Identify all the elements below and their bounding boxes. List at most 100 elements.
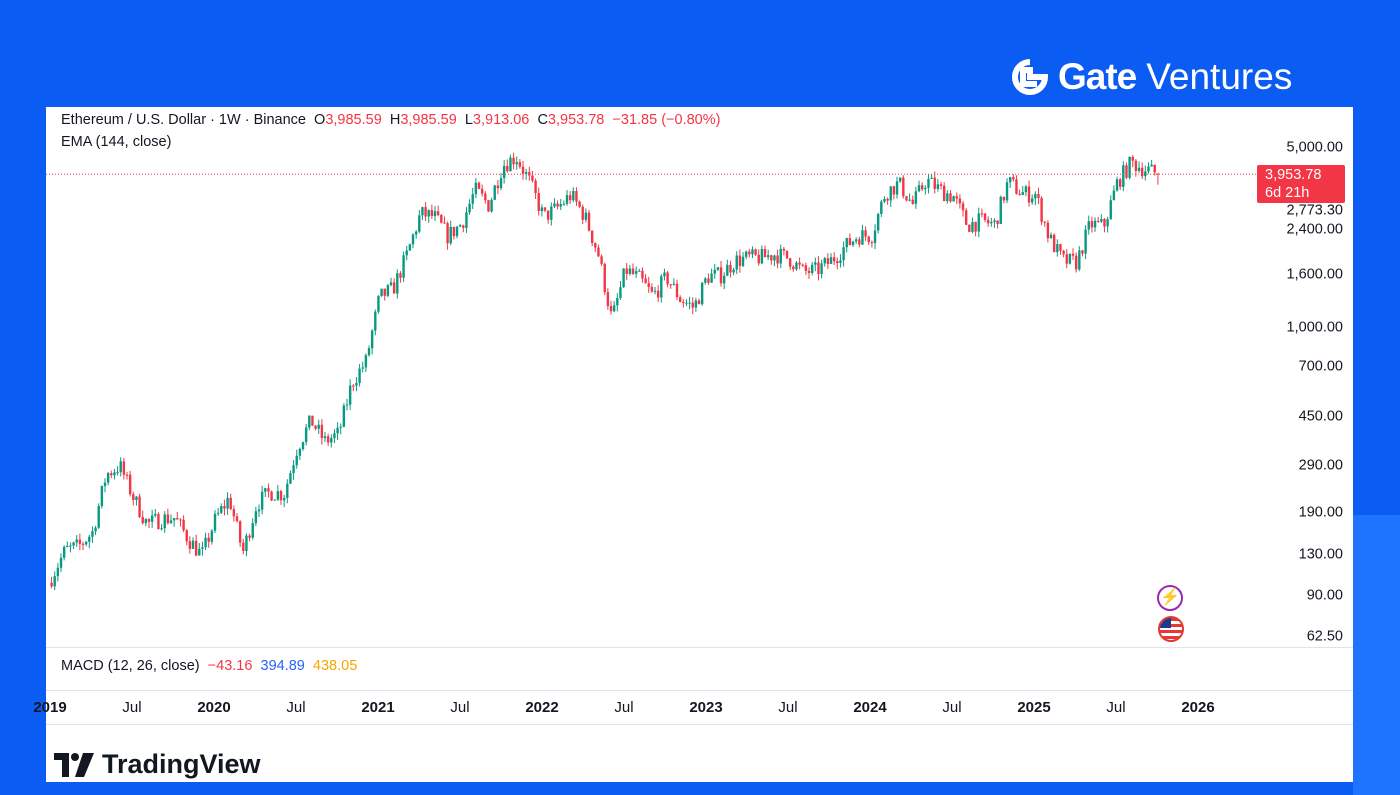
candle-body: [807, 270, 811, 274]
price-tick-label: 450.00: [1298, 408, 1343, 425]
candle-body: [204, 537, 207, 548]
candle-body: [1112, 190, 1116, 201]
candle-body: [484, 193, 487, 201]
lightning-icon[interactable]: ⚡: [1157, 585, 1183, 611]
price-chart[interactable]: [46, 107, 1353, 747]
candle-body: [682, 301, 685, 304]
candle-body: [345, 404, 349, 406]
price-tick-label: 90.00: [1306, 587, 1343, 604]
candle-body: [854, 239, 858, 242]
candle-body: [700, 282, 704, 305]
candle-body: [559, 204, 562, 207]
candle-body: [163, 514, 166, 529]
candle-body: [411, 234, 415, 245]
tradingview-logo-icon: [54, 752, 94, 777]
us-flag-icon[interactable]: [1158, 616, 1184, 642]
candle-body: [911, 199, 914, 204]
candle-body: [735, 255, 738, 270]
candle-body: [697, 300, 701, 305]
macd-legend[interactable]: MACD (12, 26, close) −43.16 394.89 438.0…: [61, 658, 357, 674]
candle-body: [562, 203, 566, 205]
candle-body: [487, 200, 490, 212]
candle-body: [785, 250, 789, 259]
candle-body: [729, 264, 732, 273]
candle-body: [942, 185, 946, 202]
candle-body: [66, 546, 69, 548]
candle-body: [804, 265, 808, 271]
candle-body: [845, 238, 848, 248]
candle-body: [609, 305, 613, 312]
candle-body: [876, 213, 880, 231]
candle-body: [883, 198, 886, 202]
candle-body: [848, 238, 852, 245]
pane-divider[interactable]: [46, 647, 1353, 648]
candle-body: [644, 278, 647, 284]
candle-body: [311, 415, 314, 426]
candle-body: [983, 213, 987, 220]
candle-body: [660, 276, 663, 298]
candle-body: [295, 455, 298, 466]
candle-body: [1128, 156, 1131, 178]
candle-body: [1144, 171, 1147, 177]
candle-body: [490, 199, 493, 212]
candle-body: [59, 557, 63, 568]
close-value: 3,953.78: [547, 112, 605, 128]
candle-body: [795, 262, 798, 270]
candle-body: [839, 260, 842, 264]
candle-body: [886, 198, 889, 201]
candle-body: [1093, 220, 1097, 228]
candle-body: [418, 215, 421, 232]
candle-body: [471, 194, 474, 204]
candle-body: [748, 251, 751, 255]
candle-body: [1043, 221, 1046, 223]
candle-body: [914, 191, 918, 204]
candle-body: [801, 264, 804, 266]
candle-body: [537, 193, 540, 212]
candle-body: [314, 425, 317, 429]
candle-body: [741, 256, 745, 266]
candle-body: [980, 213, 984, 215]
candle-body: [474, 182, 478, 195]
candle-body: [282, 497, 286, 501]
candle-body: [396, 273, 399, 294]
candle-body: [653, 290, 657, 292]
candle-body: [920, 185, 924, 190]
candle-body: [308, 415, 311, 428]
candle-body: [858, 239, 861, 245]
candle-body: [776, 255, 779, 264]
macd-value: 394.89: [260, 658, 305, 674]
candle-body: [716, 267, 720, 270]
candle-body: [267, 488, 270, 492]
tradingview-logo[interactable]: TradingView: [54, 749, 261, 780]
candle-body: [119, 461, 122, 473]
symbol-title[interactable]: Ethereum / U.S. Dollar · 1W · Binance: [61, 112, 306, 128]
candle-body: [949, 193, 952, 202]
candle-body: [1118, 179, 1122, 187]
price-tick-label: 700.00: [1298, 358, 1343, 375]
candle-body: [452, 226, 456, 237]
candle-body: [999, 196, 1002, 225]
candle-body: [540, 207, 544, 212]
tradingview-text: TradingView: [102, 749, 261, 779]
candle-body: [1062, 250, 1065, 255]
candle-body: [405, 250, 408, 256]
candle-body: [732, 269, 735, 273]
candle-body: [590, 230, 594, 243]
candle-body: [440, 215, 443, 223]
candle-body: [836, 261, 839, 264]
candle-body: [446, 223, 449, 244]
candle-body: [770, 255, 773, 261]
candle-body: [763, 249, 767, 258]
candle-body: [1030, 198, 1034, 203]
candle-body: [132, 494, 135, 501]
time-tick-label: Jul: [286, 699, 306, 716]
ema-indicator-label[interactable]: EMA (144, close): [61, 134, 172, 150]
candle-body: [72, 542, 75, 546]
open-label: O: [314, 112, 326, 128]
candle-body: [106, 473, 110, 483]
candle-body: [449, 226, 452, 244]
candle-body: [1090, 221, 1094, 228]
candle-body: [578, 201, 581, 207]
candle-body: [930, 177, 933, 179]
candle-body: [257, 509, 261, 512]
